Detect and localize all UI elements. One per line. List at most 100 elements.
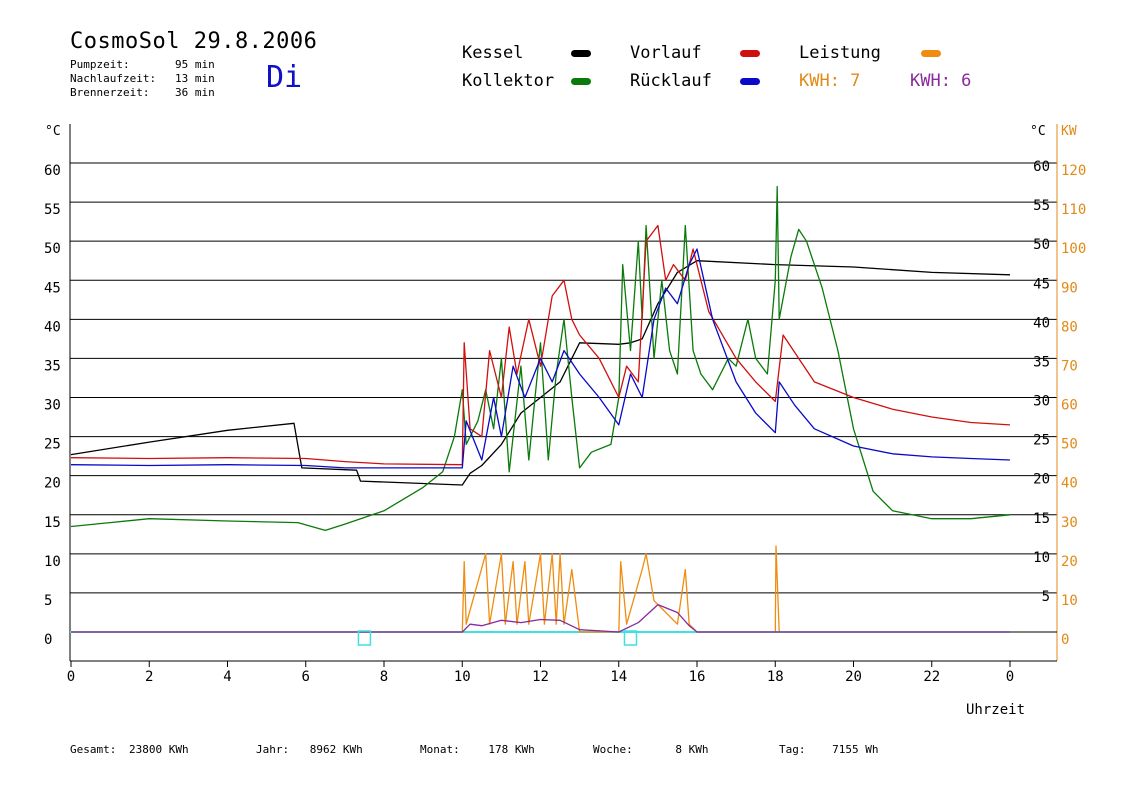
y-tick-label-left: 40 — [44, 319, 61, 335]
legend-kessel-label: Kessel — [462, 43, 524, 63]
pumpzeit-row: Pumpzeit: 95 min — [70, 58, 215, 71]
legend-ruecklauf-label: Rücklauf — [630, 71, 712, 91]
footer-gesamt-value: 23800 KWh — [128, 743, 189, 756]
x-tick-label: 22 — [923, 669, 940, 685]
y-tick-label-right-kw: 50 — [1061, 437, 1078, 453]
series-line-5 — [71, 603, 1010, 633]
pump-marker — [623, 630, 638, 646]
y-tick-label-right-c: 25 — [1033, 433, 1050, 449]
y-tick-label-right-kw: 0 — [1061, 632, 1069, 648]
y-tick-label-right-kw: 80 — [1061, 319, 1078, 335]
y-tick-label-right-c: 30 — [1033, 394, 1050, 410]
y-tick-label-right-c: 60 — [1033, 159, 1050, 175]
footer-tag: Tag: 7155 Wh — [779, 743, 878, 756]
x-tick-label: 2 — [145, 669, 153, 685]
series-line-2 — [70, 224, 1011, 466]
y-tick-label-left: 30 — [44, 398, 61, 414]
x-tick-label: 14 — [610, 669, 627, 685]
series-line-3 — [70, 248, 1011, 469]
nachlaufzeit-row: Nachlaufzeit: 13 min — [70, 72, 215, 85]
x-tick-label: 6 — [302, 669, 310, 685]
x-tick-label: 20 — [845, 669, 862, 685]
y-tick-label-right-kw: 30 — [1061, 515, 1078, 531]
footer-jahr: Jahr: 8962 KWh — [256, 743, 363, 756]
y-tick-label-right-kw: 60 — [1061, 398, 1078, 414]
footer-woche-label: Woche: — [593, 743, 633, 756]
y-tick-label-right-c: 50 — [1033, 237, 1050, 253]
y-tick-label-left: 20 — [44, 476, 61, 492]
footer-woche-value: 8 KWh — [675, 743, 709, 756]
footer-woche: Woche: 8 KWh — [593, 743, 709, 756]
x-tick-label: 0 — [1006, 669, 1014, 685]
y-tick-label-left: 0 — [44, 632, 52, 648]
y-tick-label-left: 5 — [44, 593, 52, 609]
right-axis-unit-celsius: °C — [1030, 124, 1046, 139]
y-tick-label-left: 60 — [44, 163, 61, 179]
x-axis-label: Uhrzeit — [966, 702, 1026, 718]
y-tick-label-right-kw: 40 — [1061, 476, 1078, 492]
y-tick-label-left: 15 — [44, 515, 61, 531]
y-tick-label-left: 10 — [44, 554, 61, 570]
footer-monat: Monat: 178 KWh — [420, 743, 535, 756]
x-tick-label: 10 — [454, 669, 471, 685]
legend-kwh-solar: KWH: 7 — [799, 71, 861, 91]
y-tick-label-right-kw: 70 — [1061, 358, 1078, 374]
x-tick-label: 8 — [380, 669, 388, 685]
y-tick-label-right-kw: 20 — [1061, 554, 1078, 570]
legend-leistung-label: Leistung — [799, 43, 881, 63]
y-tick-label-right-kw: 90 — [1061, 280, 1078, 296]
legend-kessel-swatch — [571, 50, 591, 57]
footer-jahr-label: Jahr: — [256, 743, 290, 756]
x-tick-label: 12 — [532, 669, 549, 685]
y-tick-label-right-kw: 100 — [1061, 241, 1086, 257]
legend-vorlauf-swatch — [740, 50, 760, 57]
x-tick-label: 16 — [689, 669, 706, 685]
y-tick-label-left: 35 — [44, 358, 61, 374]
footer-tag-label: Tag: — [779, 743, 806, 756]
right-axis-unit-kw: KW — [1061, 124, 1077, 139]
y-tick-label-right-c: 40 — [1033, 315, 1050, 331]
series-line-4 — [71, 545, 1010, 633]
pumpzeit-label: Pumpzeit: — [70, 58, 130, 71]
nachlaufzeit-label: Nachlaufzeit: — [70, 72, 157, 85]
pump-marker — [357, 630, 372, 646]
nachlaufzeit-value: 13 min — [175, 72, 215, 85]
y-tick-label-right-c: 15 — [1033, 511, 1050, 527]
y-tick-label-right-kw: 110 — [1061, 202, 1086, 218]
chart-title: CosmoSol 29.8.2006 — [70, 29, 318, 54]
legend-kwh-brenner: KWH: 6 — [910, 71, 972, 91]
y-tick-label-right-c: 20 — [1033, 472, 1050, 488]
brennerzeit-value: 36 min — [175, 86, 215, 99]
x-tick-label: 4 — [223, 669, 231, 685]
brennerzeit-row: Brennerzeit: 36 min — [70, 86, 215, 99]
legend-kollektor-swatch — [571, 78, 591, 85]
weekday-label: Di — [266, 60, 303, 95]
footer-gesamt-label: Gesamt: — [70, 743, 117, 756]
y-tick-label-left: 55 — [44, 202, 61, 218]
footer-tag-value: 7155 Wh — [832, 743, 879, 756]
pumpzeit-value: 95 min — [175, 58, 215, 71]
x-tick-label: 18 — [767, 669, 784, 685]
left-axis-unit: °C — [45, 124, 61, 139]
y-tick-label-right-kw: 120 — [1061, 163, 1086, 179]
y-tick-label-left: 50 — [44, 241, 61, 257]
brennerzeit-label: Brennerzeit: — [70, 86, 150, 99]
y-tick-label-right-c: 10 — [1033, 550, 1050, 566]
y-tick-label-right-kw: 10 — [1061, 593, 1078, 609]
y-tick-label-right-c: 55 — [1033, 198, 1050, 214]
legend-vorlauf-label: Vorlauf — [630, 43, 702, 63]
y-tick-label-right-c: 35 — [1033, 354, 1050, 370]
y-tick-label-right-c: 45 — [1033, 276, 1050, 292]
y-tick-label-right-c: 5 — [1042, 589, 1050, 605]
footer-gesamt: Gesamt: 23800 KWh — [70, 743, 189, 756]
legend-ruecklauf-swatch — [740, 78, 760, 85]
x-tick-label: 0 — [67, 669, 75, 685]
legend-kollektor-label: Kollektor — [462, 71, 555, 91]
y-tick-label-left: 25 — [44, 437, 61, 453]
footer-monat-value: 178 KWh — [488, 743, 535, 756]
series-line-1 — [70, 185, 1011, 532]
footer-monat-label: Monat: — [420, 743, 460, 756]
footer-jahr-value: 8962 KWh — [309, 743, 363, 756]
y-tick-label-left: 45 — [44, 280, 61, 296]
